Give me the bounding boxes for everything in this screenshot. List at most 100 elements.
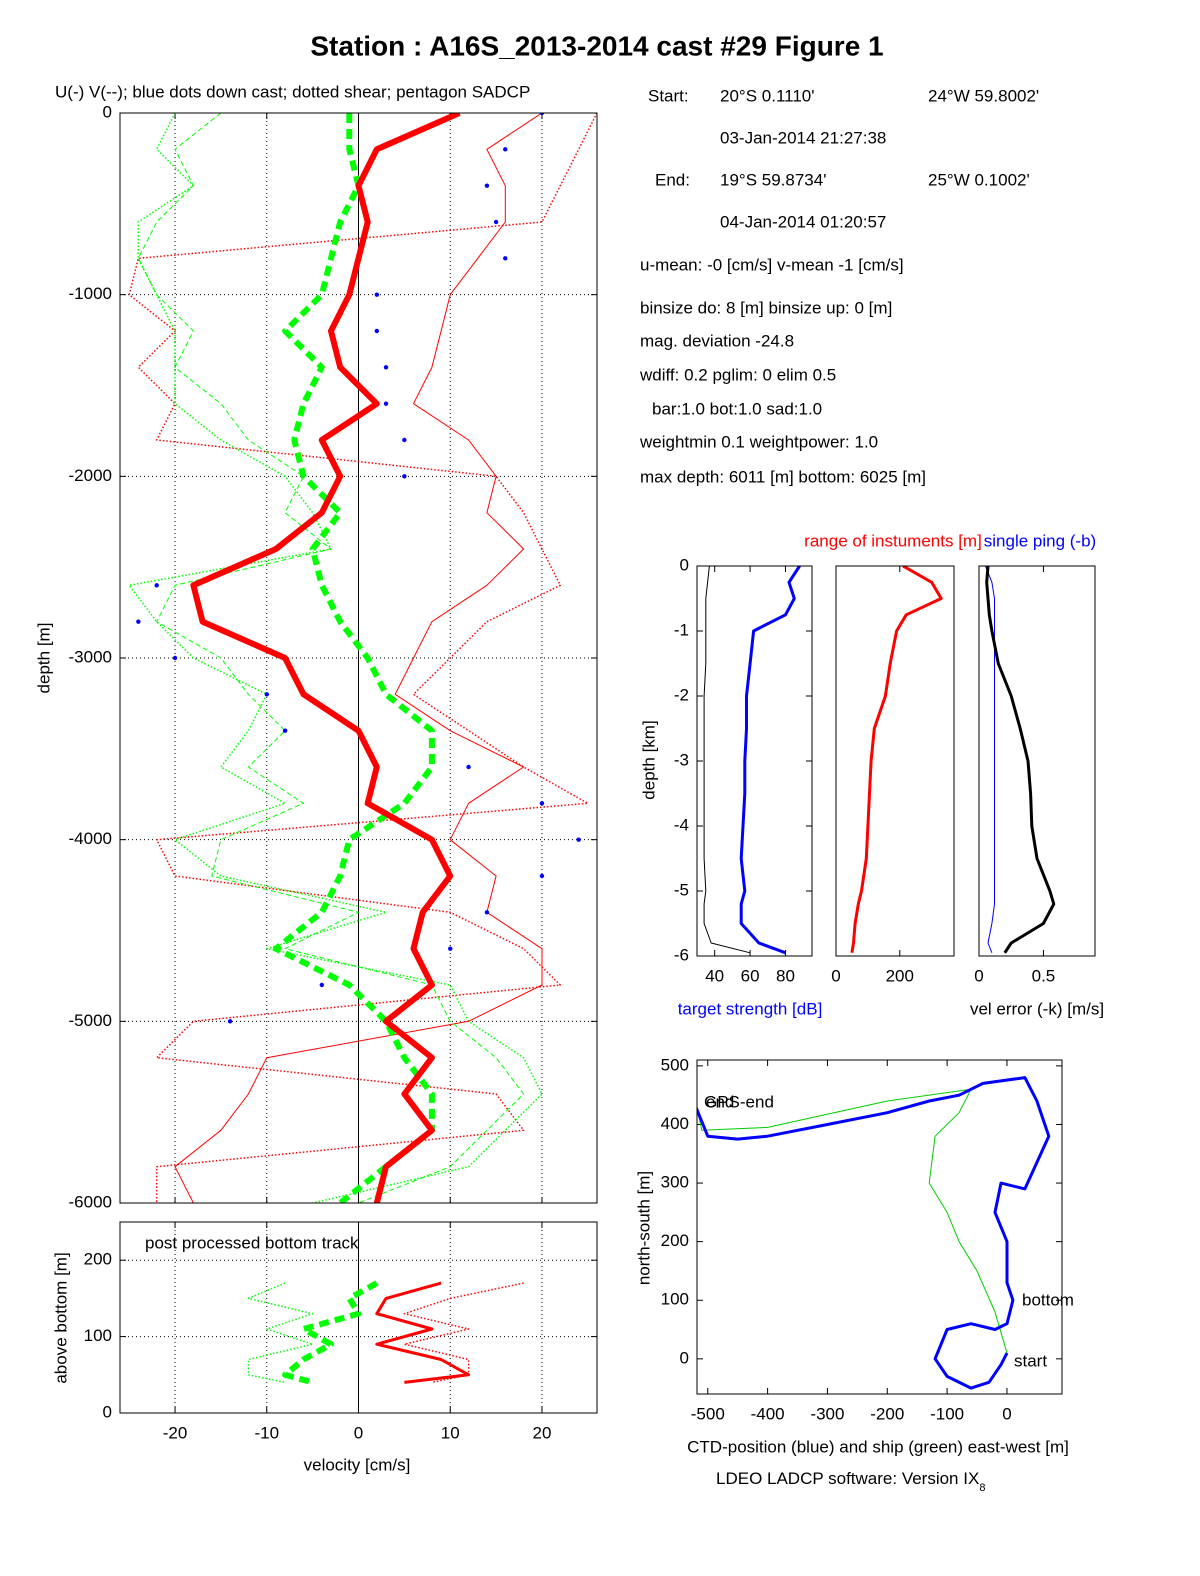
- info-text: u-mean: -0 [cm/s] v-mean -1 [cm/s]: [640, 255, 904, 274]
- x-tick-label: 60: [741, 966, 760, 985]
- x-tick-label: -100: [930, 1404, 964, 1423]
- plot-content: [850, 566, 943, 954]
- y-tick-label: -5000: [69, 1011, 112, 1030]
- x-axis-label: CTD-position (blue) and ship (green) eas…: [687, 1437, 1069, 1456]
- data-dot: [383, 401, 389, 406]
- plot-area: [979, 566, 1095, 956]
- y-axis-label: depth [m]: [34, 623, 53, 694]
- profile-line: [282, 1280, 379, 1386]
- profile-line: [984, 566, 995, 953]
- panel: 0 200 range of instuments [m]: [804, 531, 982, 985]
- x-tick-label: -200: [870, 1404, 904, 1423]
- data-dot: [503, 147, 508, 152]
- data-dot: [402, 474, 407, 479]
- y-tick-label: -4000: [69, 829, 112, 848]
- y-tick-label: 0: [103, 102, 112, 121]
- info-text: End:: [655, 170, 690, 189]
- info-text: 25°W 0.1002': [928, 170, 1030, 189]
- x-tick-label: 0.5: [1032, 966, 1056, 985]
- profile-line: [739, 566, 801, 955]
- data-dot: [227, 1019, 233, 1024]
- info-text: 04-Jan-2014 01:20:57: [720, 212, 886, 231]
- y-tick-label: 500: [661, 1055, 689, 1074]
- y-tick-label: -5: [674, 880, 689, 899]
- profile-line: [985, 566, 1056, 954]
- annotation: bottom: [1022, 1290, 1074, 1309]
- panel: 40 60 80 -6 -5 -4 -3 -2 -1 0 depth [km] target stre…: [639, 555, 822, 1018]
- plot-frame: [696, 565, 813, 957]
- profile-line: [272, 113, 435, 1203]
- footer-subscript: 8: [979, 1482, 985, 1494]
- plot-frame: [119, 112, 598, 1204]
- data-dot: [282, 728, 288, 733]
- y-tick-label: -3: [674, 750, 689, 769]
- y-tick-label: 100: [84, 1326, 112, 1345]
- y-tick-label: -1: [674, 620, 689, 639]
- info-text: Start:: [648, 86, 689, 105]
- y-tick-label: 300: [661, 1173, 689, 1192]
- data-dot: [154, 583, 159, 588]
- panel: -6000 -5000 -4000 -3000 -2000 -1000 0 depth [m]: [34, 102, 598, 1211]
- header: U(-) V(--); blue dots down cast; dotted …: [55, 82, 530, 101]
- data-dot: [448, 946, 453, 951]
- x-tick-label: -10: [254, 1423, 279, 1442]
- y-axis-label: above bottom [m]: [51, 1252, 70, 1383]
- data-dot: [484, 910, 490, 915]
- info-text: wdiff: 0.2 pglim: 0 elim 0.5: [639, 365, 836, 384]
- data-dot: [539, 113, 545, 116]
- y-axis-label: north-south [m]: [634, 1171, 653, 1285]
- track-line: [697, 1076, 1051, 1390]
- x-tick-label: 10: [441, 1423, 460, 1442]
- footer-text: LDEO LADCP software: Version IX: [716, 1469, 979, 1488]
- data-dot: [539, 801, 545, 806]
- x-axis-label: velocity [cm/s]: [304, 1455, 411, 1474]
- y-tick-label: -6: [674, 945, 689, 964]
- plot-content: [128, 113, 597, 1203]
- plot-content: [247, 1222, 524, 1413]
- panel-title: single ping (-b): [984, 531, 1096, 550]
- y-tick-label: 200: [84, 1250, 112, 1269]
- plot-content: [703, 566, 801, 955]
- data-dot: [493, 219, 499, 225]
- y-tick-label: 0: [680, 555, 689, 574]
- plot-area: [836, 566, 954, 956]
- x-axis-label: vel error (-k) [m/s]: [970, 999, 1104, 1018]
- figure-title: Station : A16S_2013-2014 cast #29 Figure…: [310, 30, 883, 61]
- panel: 0 0.5 vel error (-k) [m/s] single ping (-b): [970, 531, 1104, 1018]
- plot-frame: [119, 1221, 598, 1414]
- profile-line: [375, 1281, 471, 1384]
- x-tick-label: 0: [1002, 1404, 1011, 1423]
- annotation: start: [1014, 1351, 1047, 1370]
- data-dot: [136, 619, 141, 624]
- y-tick-label: -2000: [69, 466, 112, 485]
- plot-frame: [696, 1059, 1063, 1395]
- data-dot: [172, 655, 178, 661]
- info-text: mag. deviation -24.8: [640, 331, 794, 350]
- info-text: 20°S 0.1110': [720, 86, 815, 105]
- profile-line: [403, 1282, 524, 1384]
- y-tick-label: 400: [661, 1114, 689, 1133]
- footer: LDEO LADCP software: Version IX8: [716, 1469, 985, 1493]
- info-text: binsize do: 8 [m] binsize up: 0 [m]: [640, 298, 892, 317]
- data-dot: [466, 764, 471, 770]
- panel-title: range of instuments [m]: [804, 531, 982, 550]
- plot-area: [697, 566, 812, 956]
- plot-frame: [835, 565, 955, 957]
- info-text: bar:1.0 bot:1.0 sad:1.0: [652, 399, 822, 418]
- profile-line: [850, 566, 943, 954]
- y-tick-label: 200: [661, 1231, 689, 1250]
- info-text: 03-Jan-2014 21:27:38: [720, 128, 886, 147]
- x-tick-label: -500: [691, 1404, 725, 1423]
- data-dot: [374, 328, 380, 334]
- y-axis-label: depth [km]: [639, 720, 658, 799]
- data-dot: [576, 837, 581, 842]
- y-tick-label: -2: [674, 685, 689, 704]
- y-tick-label: -1000: [69, 284, 112, 303]
- plot-content: [984, 566, 1056, 954]
- plot-content: [697, 1076, 1051, 1390]
- data-dot: [503, 256, 508, 261]
- y-tick-label: -4: [674, 815, 689, 834]
- x-tick-label: 0: [974, 966, 983, 985]
- annotation: GPS-end: [704, 1092, 774, 1111]
